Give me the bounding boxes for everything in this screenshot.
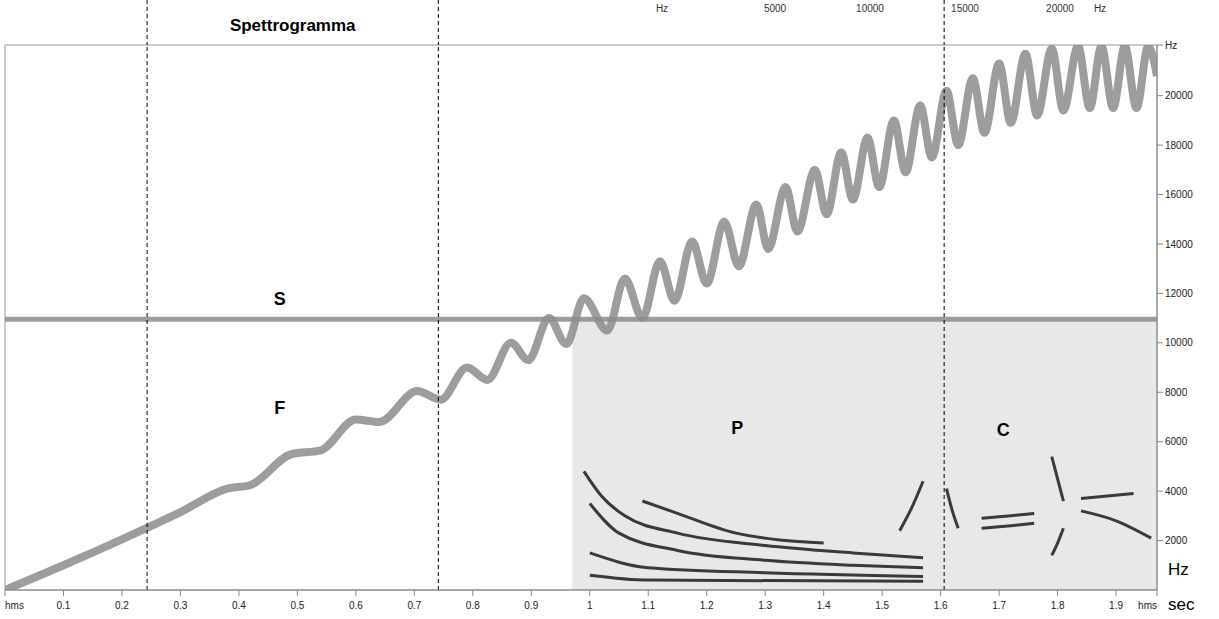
svg-text:1.4: 1.4 bbox=[817, 600, 831, 611]
svg-text:0.5: 0.5 bbox=[290, 600, 304, 611]
svg-text:F: F bbox=[274, 398, 285, 418]
svg-text:0.9: 0.9 bbox=[524, 600, 538, 611]
svg-text:Hz: Hz bbox=[1094, 3, 1106, 14]
svg-text:0.6: 0.6 bbox=[349, 600, 363, 611]
svg-text:1.2: 1.2 bbox=[700, 600, 714, 611]
html-text:sec: sec bbox=[1168, 595, 1195, 614]
svg-text:5000: 5000 bbox=[764, 3, 787, 14]
svg-text:4000: 4000 bbox=[1165, 486, 1188, 497]
svg-text:1.8: 1.8 bbox=[1051, 600, 1065, 611]
svg-text:0.7: 0.7 bbox=[407, 600, 421, 611]
svg-text:1.7: 1.7 bbox=[992, 600, 1006, 611]
svg-text:Hz: Hz bbox=[1165, 40, 1177, 51]
svg-text:0.4: 0.4 bbox=[232, 600, 246, 611]
svg-text:hms: hms bbox=[5, 600, 24, 611]
svg-text:1.6: 1.6 bbox=[934, 600, 948, 611]
svg-text:0.8: 0.8 bbox=[466, 600, 480, 611]
svg-text:S: S bbox=[274, 289, 286, 309]
svg-text:0.2: 0.2 bbox=[115, 600, 129, 611]
svg-text:20000: 20000 bbox=[1165, 90, 1193, 101]
svg-text:Spettrogramma: Spettrogramma bbox=[230, 16, 356, 35]
svg-text:hms: hms bbox=[1138, 600, 1157, 611]
svg-text:P: P bbox=[731, 418, 743, 438]
svg-text:18000: 18000 bbox=[1165, 140, 1193, 151]
svg-text:0.3: 0.3 bbox=[173, 600, 187, 611]
svg-text:8000: 8000 bbox=[1165, 387, 1188, 398]
svg-text:1.9: 1.9 bbox=[1109, 600, 1123, 611]
svg-text:Hz: Hz bbox=[656, 3, 668, 14]
svg-text:10000: 10000 bbox=[1165, 337, 1193, 348]
html-text:Hz: Hz bbox=[1168, 560, 1189, 579]
svg-text:14000: 14000 bbox=[1165, 239, 1193, 250]
svg-text:15000: 15000 bbox=[951, 3, 979, 14]
svg-text:0.1: 0.1 bbox=[57, 600, 71, 611]
svg-text:10000: 10000 bbox=[856, 3, 884, 14]
svg-text:12000: 12000 bbox=[1165, 288, 1193, 299]
svg-text:16000: 16000 bbox=[1165, 189, 1193, 200]
svg-text:20000: 20000 bbox=[1046, 3, 1074, 14]
svg-text:2000: 2000 bbox=[1165, 535, 1188, 546]
svg-text:1.1: 1.1 bbox=[641, 600, 655, 611]
svg-text:1.5: 1.5 bbox=[875, 600, 889, 611]
svg-text:C: C bbox=[997, 420, 1010, 440]
svg-text:1.3: 1.3 bbox=[758, 600, 772, 611]
svg-text:1: 1 bbox=[587, 600, 593, 611]
svg-text:6000: 6000 bbox=[1165, 436, 1188, 447]
